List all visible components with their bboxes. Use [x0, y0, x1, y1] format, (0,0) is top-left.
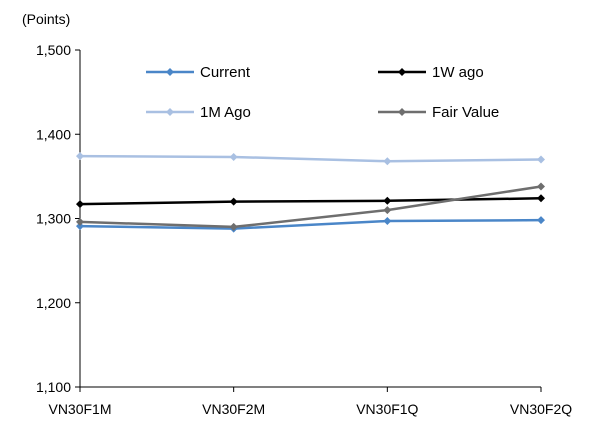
legend-label: 1W ago: [432, 64, 484, 81]
data-point: [229, 197, 238, 206]
y-tick-label: 1,100: [36, 379, 71, 395]
series-line: [79, 154, 542, 163]
data-point: [537, 182, 545, 191]
series-line: [79, 185, 542, 229]
y-tick-label: 1,500: [36, 42, 71, 58]
legend: Current 1W ago 1M Ago Fair Value: [146, 64, 499, 121]
data-point: [76, 152, 84, 161]
x-ticks: VN30F1M VN30F2M VN30F1Q VN30F2Q: [48, 387, 572, 417]
series-line: [79, 218, 542, 230]
data-point: [76, 200, 84, 209]
data-point: [76, 222, 84, 231]
legend-marker: [398, 108, 406, 116]
y-ticks: 1,100 1,200 1,300 1,400 1,500: [36, 42, 80, 395]
data-point: [229, 222, 238, 231]
y-tick-label: 1,300: [36, 211, 71, 227]
data-point: [383, 217, 392, 226]
legend-item-fair-value: Fair Value: [378, 104, 499, 121]
series-fair-value: [76, 182, 545, 231]
legend-marker: [398, 68, 406, 76]
y-tick-label: 1,400: [36, 126, 71, 142]
data-point: [229, 152, 238, 161]
legend-marker: [166, 68, 174, 76]
series-line: [79, 197, 542, 206]
data-point: [383, 206, 392, 215]
legend-item-1m-ago: 1M Ago: [146, 104, 251, 121]
data-point: [537, 216, 545, 225]
data-point: [537, 155, 545, 164]
y-tick-label: 1,200: [36, 295, 71, 311]
y-unit-label: (Points): [22, 11, 70, 27]
data-point: [383, 157, 392, 166]
x-tick-label: VN30F1M: [48, 401, 111, 417]
x-tick-label: VN30F2Q: [510, 401, 572, 417]
legend-item-1w-ago: 1W ago: [378, 64, 484, 81]
x-tick-label: VN30F1Q: [356, 401, 418, 417]
legend-label: Current: [200, 64, 251, 81]
series-1m-ago: [76, 152, 545, 166]
legend-item-current: Current: [146, 64, 251, 81]
series-layer: [76, 152, 545, 233]
x-tick-label: VN30F2M: [202, 401, 265, 417]
data-point: [76, 217, 84, 226]
data-point: [383, 196, 392, 205]
data-point: [537, 194, 545, 203]
legend-marker: [166, 108, 174, 116]
legend-label: 1M Ago: [200, 104, 251, 121]
legend-label: Fair Value: [432, 104, 499, 121]
